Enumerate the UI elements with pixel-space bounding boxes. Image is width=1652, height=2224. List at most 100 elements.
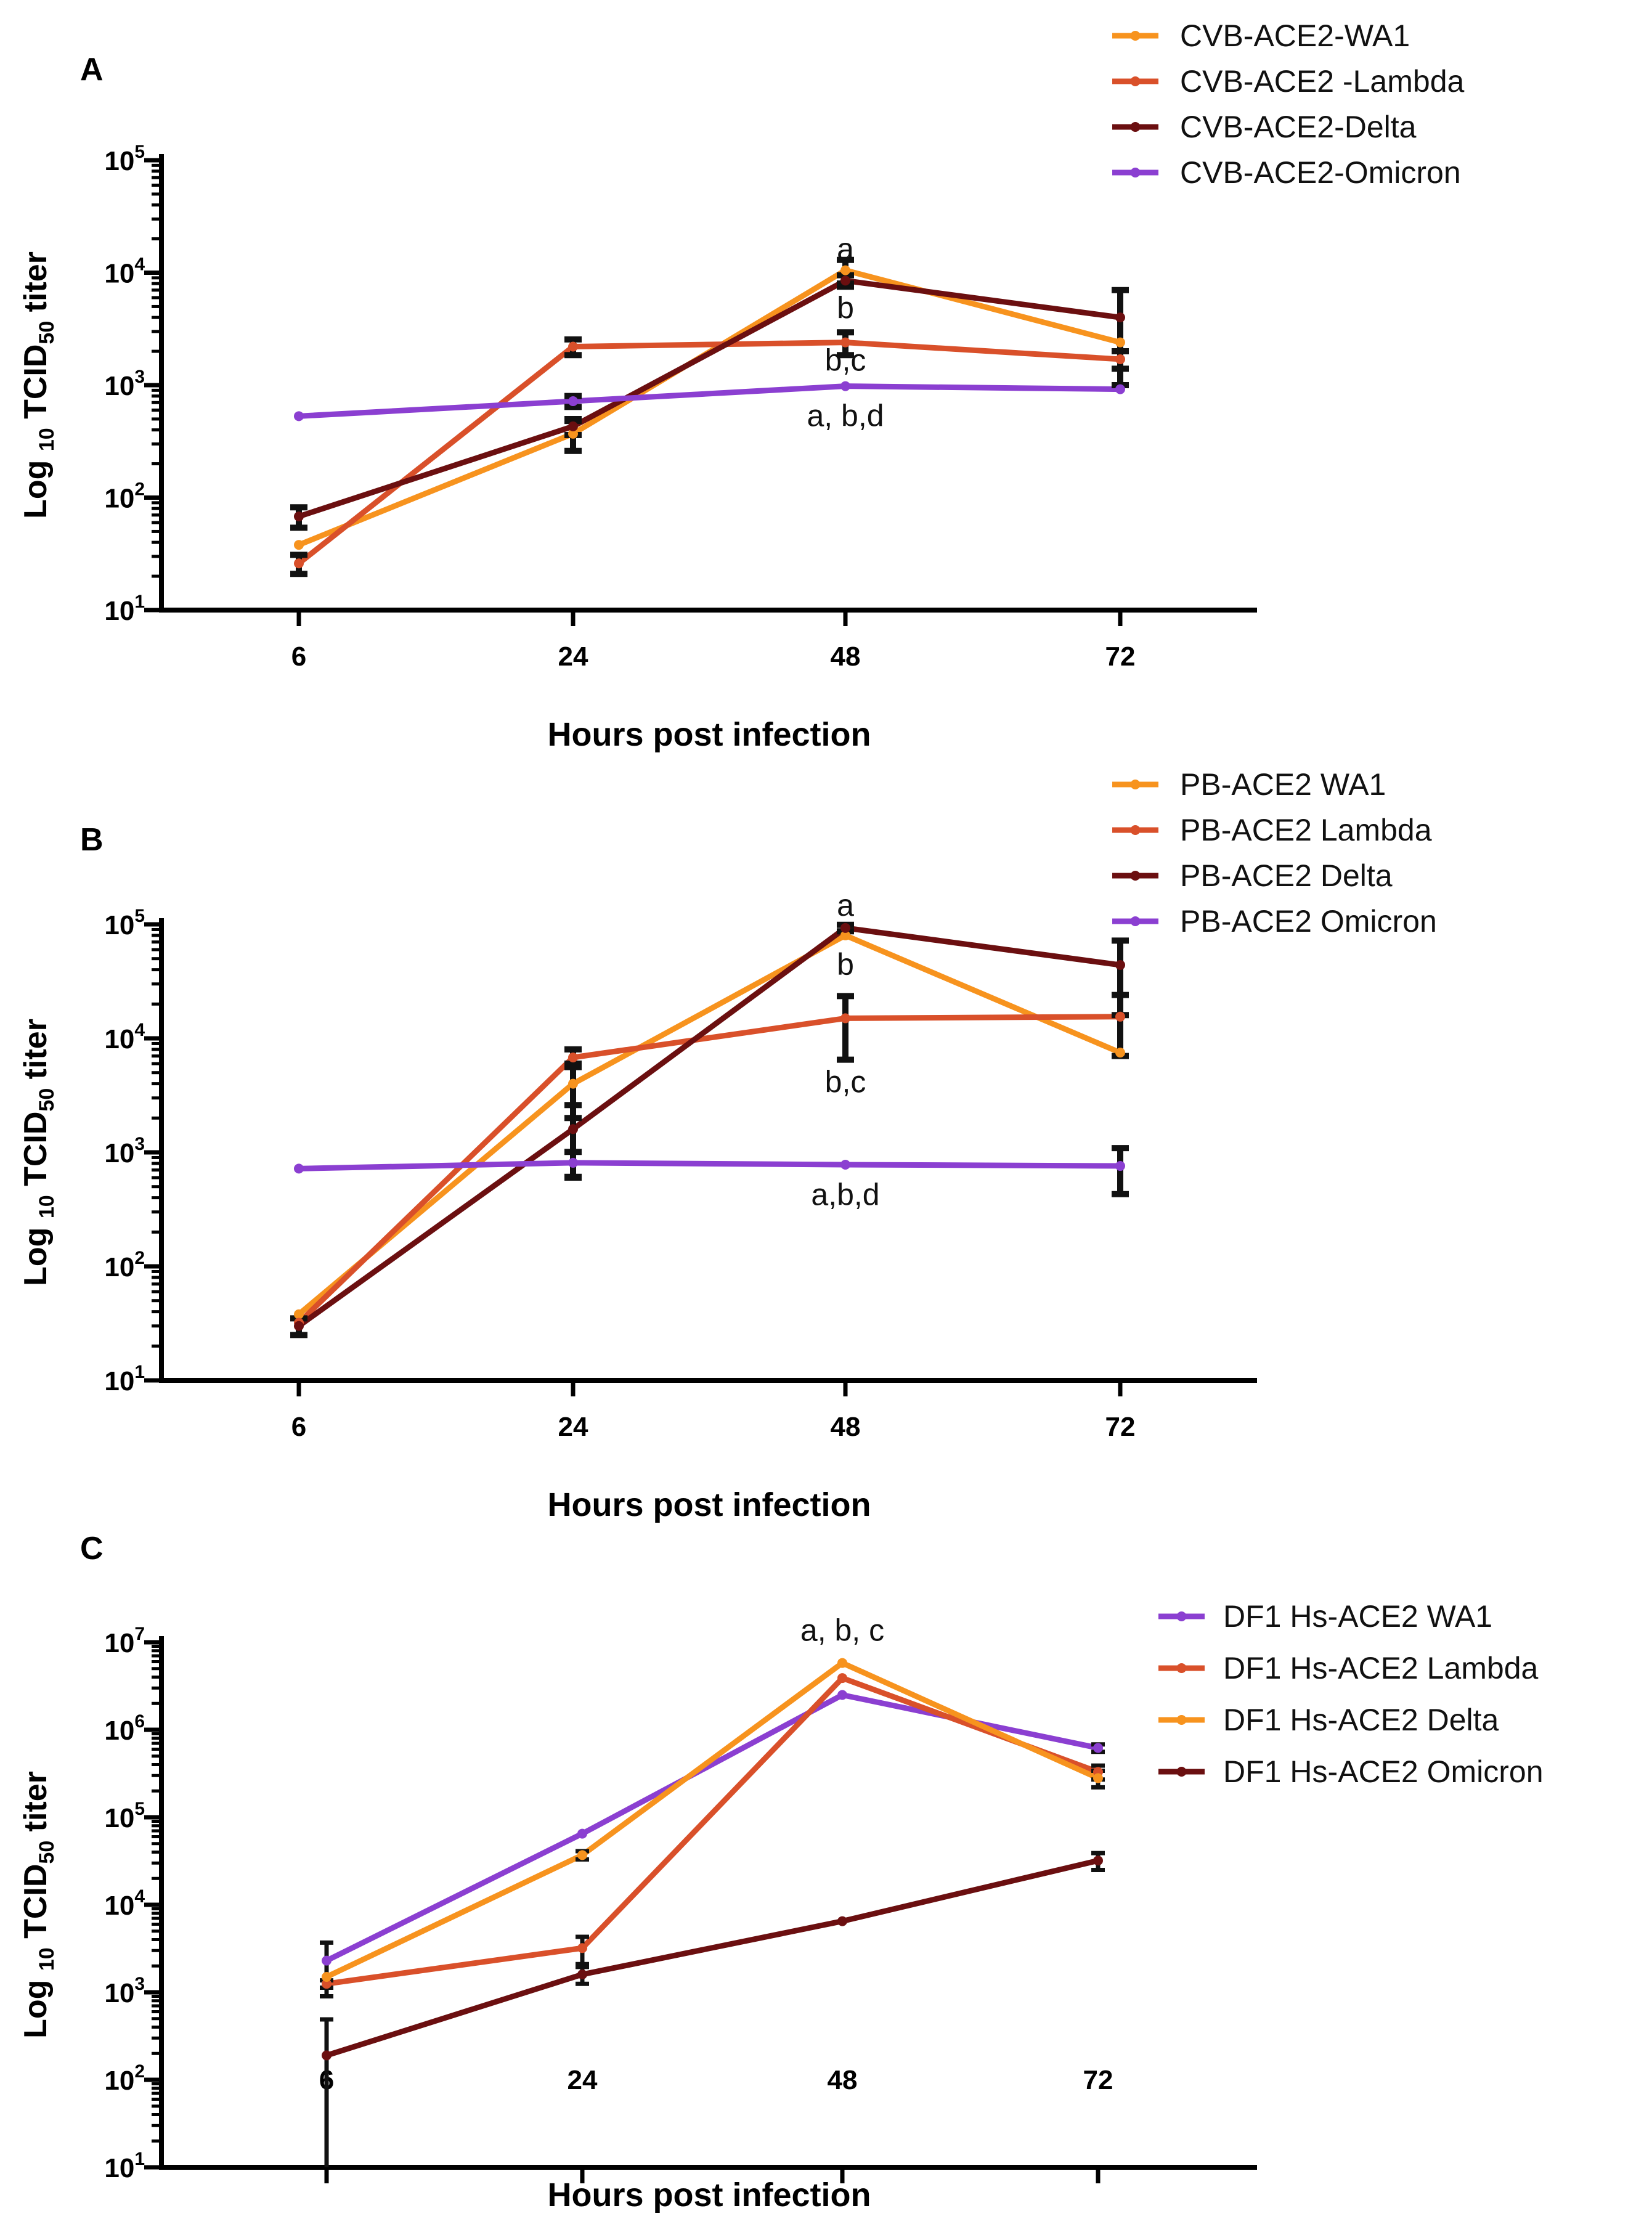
y-axis-label: Log 10 TCID50 titer xyxy=(18,251,59,519)
series-line xyxy=(298,1160,1121,1171)
significance-label: b,c xyxy=(825,1065,866,1099)
y-tick-label: 105 xyxy=(104,1799,145,1833)
y-tick-label: 101 xyxy=(104,2149,145,2183)
x-tick-label: 72 xyxy=(1105,1412,1136,1442)
data-point xyxy=(837,1916,847,1926)
y-tick-label: 104 xyxy=(104,1020,145,1054)
y-tick-label: 101 xyxy=(104,592,145,626)
legend-entry: DF1 Hs-ACE2 Delta xyxy=(1223,1703,1499,1737)
series-line xyxy=(297,932,1121,1317)
x-tick-label: 72 xyxy=(1105,642,1136,672)
data-point xyxy=(840,381,850,391)
y-tick-label: 103 xyxy=(104,1974,145,2008)
data-point xyxy=(294,511,304,522)
significance-label: a xyxy=(837,232,854,266)
x-tick-label: 24 xyxy=(558,642,588,672)
y-tick-label: 102 xyxy=(104,479,145,514)
y-tick-label: 103 xyxy=(104,367,145,401)
y-tick-label: 105 xyxy=(104,906,145,940)
data-point xyxy=(1115,1048,1125,1058)
legend-entry: DF1 Hs-ACE2 WA1 xyxy=(1223,1599,1492,1634)
legend-marker xyxy=(1130,825,1141,835)
data-point xyxy=(322,1971,332,1982)
data-point xyxy=(568,341,578,352)
legend-entry: DF1 Hs-ACE2 Omicron xyxy=(1223,1754,1544,1789)
significance-label: b xyxy=(837,291,854,325)
legend-entry: PB-ACE2 Omicron xyxy=(1180,904,1437,939)
legend-marker xyxy=(1130,916,1141,926)
x-tick-label: 48 xyxy=(828,2065,858,2095)
data-point xyxy=(840,1013,850,1024)
y-tick-label: 107 xyxy=(104,1624,145,1658)
legend-marker xyxy=(1176,1767,1187,1777)
series-line xyxy=(325,1660,1099,1980)
data-point xyxy=(837,1690,847,1700)
data-point xyxy=(577,1828,587,1839)
x-tick-label: 48 xyxy=(831,1412,861,1442)
data-point xyxy=(568,396,578,407)
data-point xyxy=(568,1124,578,1134)
data-point xyxy=(1093,1743,1103,1753)
significance-label: a, b,d xyxy=(807,398,884,433)
significance-label: a xyxy=(837,888,854,923)
data-point xyxy=(568,1078,578,1089)
legend-marker xyxy=(1130,871,1141,881)
data-point xyxy=(840,1159,850,1170)
y-tick-label: 102 xyxy=(104,2061,145,2096)
y-tick-label: 102 xyxy=(104,1248,145,1282)
legend-marker xyxy=(1130,122,1141,132)
x-tick-label: 72 xyxy=(1083,2065,1113,2095)
legend-marker xyxy=(1176,1715,1187,1725)
legend-entry: PB-ACE2 Lambda xyxy=(1180,813,1432,847)
data-point xyxy=(568,428,578,439)
data-point xyxy=(577,1850,587,1860)
x-tick-label: 6 xyxy=(291,642,306,672)
data-point xyxy=(577,1969,587,1980)
data-point xyxy=(294,1163,304,1174)
data-point xyxy=(568,1157,578,1168)
legend-entry: CVB-ACE2-Delta xyxy=(1180,110,1417,144)
significance-label: b,c xyxy=(825,343,866,377)
data-point xyxy=(568,421,578,431)
panel-C: C1011021031041051061076244872Hours post … xyxy=(18,1531,1544,2214)
x-axis-label: Hours post infection xyxy=(548,2177,871,2214)
data-point xyxy=(322,2050,332,2061)
data-point xyxy=(1115,312,1125,323)
panel-label: A xyxy=(80,52,104,88)
data-point xyxy=(837,1673,847,1684)
y-tick-label: 101 xyxy=(104,1362,145,1396)
significance-label: a,b,d xyxy=(811,1178,879,1212)
legend-marker xyxy=(1130,168,1141,177)
data-point xyxy=(294,1321,304,1331)
data-point xyxy=(1115,959,1125,970)
y-axis-label: Log 10 TCID50 titer xyxy=(18,1771,59,2039)
legend-marker xyxy=(1176,1611,1187,1621)
panel-A: A 101 102 103 104 105 6 24 48 72 Hours post infect… xyxy=(18,18,1464,753)
y-tick-label: 104 xyxy=(104,1886,145,1921)
data-point xyxy=(322,1955,332,1966)
legend-marker xyxy=(1130,76,1141,86)
data-point xyxy=(322,1979,332,1989)
legend-marker xyxy=(1176,1663,1187,1673)
legend-marker xyxy=(1130,780,1141,789)
data-point xyxy=(1115,354,1125,364)
data-point xyxy=(1115,337,1125,348)
data-point xyxy=(294,1309,304,1319)
y-tick-label: 105 xyxy=(104,142,145,176)
legend-entry: CVB-ACE2 -Lambda xyxy=(1180,64,1464,99)
panel-label: B xyxy=(80,822,104,858)
legend-entry: PB-ACE2 Delta xyxy=(1180,858,1393,893)
x-axis-label: Hours post infection xyxy=(548,1486,871,1523)
data-point xyxy=(294,558,304,569)
series-line xyxy=(296,1014,1121,1325)
data-point xyxy=(1093,1773,1103,1783)
x-axis-label: Hours post infection xyxy=(548,716,871,753)
data-point xyxy=(1115,384,1125,394)
x-tick-label: 48 xyxy=(831,642,861,672)
panel-label: C xyxy=(80,1531,104,1566)
data-point xyxy=(840,923,850,933)
series-line xyxy=(325,1857,1099,2058)
data-point xyxy=(840,337,850,348)
y-tick-label: 103 xyxy=(104,1134,145,1168)
y-axis-label: Log 10 TCID50 titer xyxy=(18,1019,59,1286)
